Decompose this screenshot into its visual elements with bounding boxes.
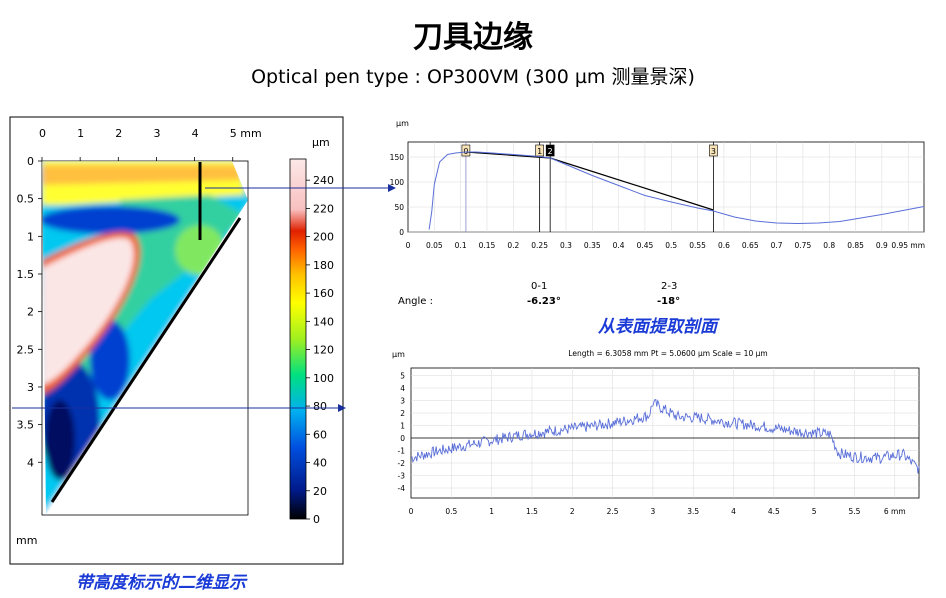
colorbar-unit: µm [312, 136, 330, 149]
colorbar-tick-label: 80 [313, 400, 327, 413]
colorbar-tick-label: 120 [313, 344, 334, 357]
map-x-tick-label: 2 [115, 127, 122, 140]
colorbar-tick-label: 140 [313, 315, 334, 328]
page-subtitle: Optical pen type : OP300VM (300 µm 测量景深) [251, 66, 695, 88]
colorbar-tick-label: 40 [313, 457, 327, 470]
arrowhead-bottom [338, 404, 346, 412]
colorbar-tick-label: 220 [313, 202, 334, 215]
map-y-tick-label: 4 [27, 456, 34, 469]
map-y-tick-label: 3 [27, 381, 34, 394]
profile-cut-diagonal [50, 217, 242, 503]
map-y-tick-label: 2.5 [17, 343, 35, 356]
map-x-tick-label: 1 [77, 127, 84, 140]
map-x-tick-label: 5 mm [230, 127, 262, 140]
map-y-tick-label: 1 [27, 230, 34, 243]
map-y-tick-label: 0.5 [17, 193, 35, 206]
colorbar-tick-label: 240 [313, 174, 334, 187]
colorbar-tick-label: 60 [313, 428, 327, 441]
profile-caption: 从表面提取剖面 [598, 317, 717, 337]
map-frame [9, 116, 344, 565]
colorbar-tick-label: 0 [313, 513, 320, 526]
colorbar-tick-label: 20 [313, 485, 327, 498]
colorbar-tick-label: 180 [313, 259, 334, 272]
colorbar-tick-label: 100 [313, 372, 334, 385]
map-y-tick-label: 2 [27, 306, 34, 319]
map-y-tick-label: 1.5 [17, 268, 35, 281]
map-y-tick-label: 3.5 [17, 419, 35, 432]
map-caption: 带高度标示的二维显示 [76, 573, 246, 593]
map-y-tick-label: 0 [27, 155, 34, 168]
colorbar-tick-label: 160 [313, 287, 334, 300]
arrowhead-top [388, 184, 396, 192]
page-title: 刀具边缘 [413, 20, 533, 55]
map-x-tick-label: 0 [39, 127, 46, 140]
map-unit-label: mm [16, 534, 37, 547]
heatmap-surface [42, 161, 248, 515]
map-x-tick-label: 4 [192, 127, 199, 140]
colorbar [289, 158, 307, 520]
colorbar-tick-label: 200 [313, 231, 334, 244]
map-x-tick-label: 3 [153, 127, 160, 140]
